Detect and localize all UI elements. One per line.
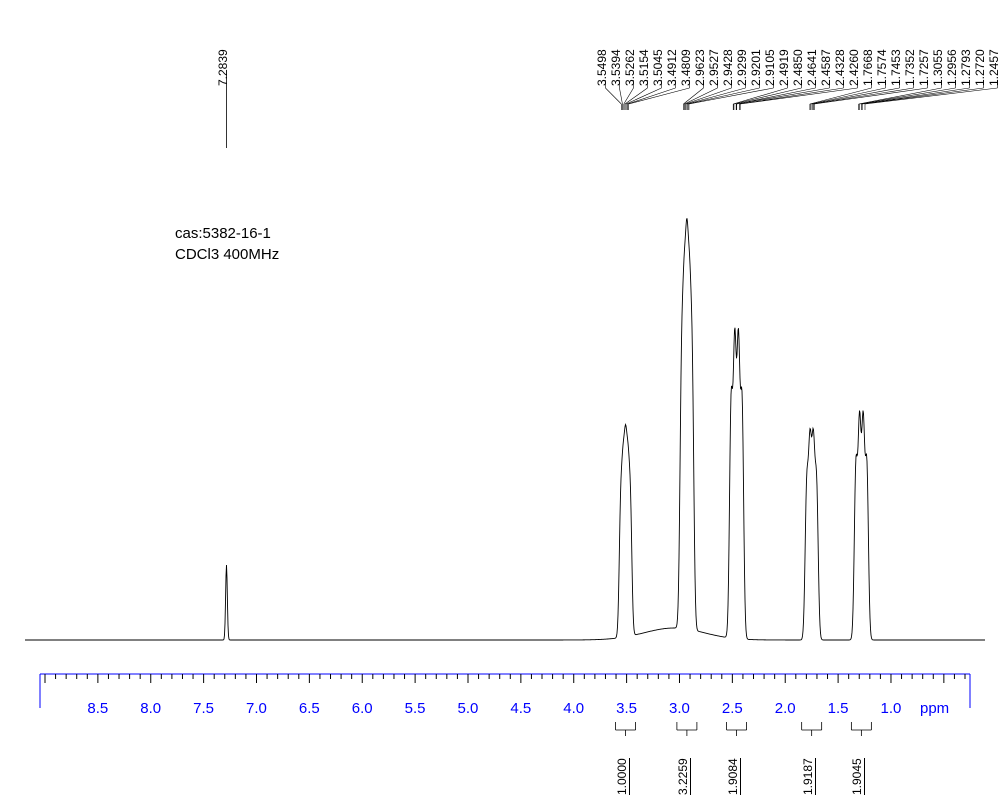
integral-value-label: 3.2259 bbox=[676, 758, 691, 795]
peak-ppm-label: 1.7453 bbox=[889, 49, 903, 86]
integral-value-label: 1.0000 bbox=[615, 758, 630, 795]
peak-ppm-label: 2.9527 bbox=[707, 49, 721, 86]
axis-unit-label: ppm bbox=[920, 700, 949, 717]
peak-ppm-label: 2.4919 bbox=[777, 49, 791, 86]
axis-tick-label: 4.0 bbox=[559, 700, 589, 717]
peak-ppm-label: 1.7257 bbox=[917, 49, 931, 86]
peak-ppm-label: 2.4641 bbox=[805, 49, 819, 86]
axis-tick-label: 8.5 bbox=[83, 700, 113, 717]
peak-ppm-label: 1.2793 bbox=[959, 49, 973, 86]
peak-ppm-label: 3.5394 bbox=[609, 49, 623, 86]
axis-tick-label: 6.5 bbox=[294, 700, 324, 717]
peak-ppm-label: 2.4328 bbox=[833, 49, 847, 86]
spectrum-svg bbox=[0, 0, 1008, 799]
peak-ppm-label: 3.4809 bbox=[679, 49, 693, 86]
peak-ppm-label: 2.9201 bbox=[749, 49, 763, 86]
peak-ppm-label: 2.4850 bbox=[791, 49, 805, 86]
peak-ppm-label: 2.9623 bbox=[693, 49, 707, 86]
peak-ppm-label: 1.2457 bbox=[987, 49, 1001, 86]
peak-ppm-label: 1.7668 bbox=[861, 49, 875, 86]
peak-ppm-label: 3.5154 bbox=[637, 49, 651, 86]
axis-tick-label: 3.5 bbox=[612, 700, 642, 717]
solvent-peak-label: 7.2839 bbox=[216, 49, 230, 86]
integral-value-label: 1.9084 bbox=[726, 758, 741, 795]
peak-ppm-label: 3.5045 bbox=[651, 49, 665, 86]
axis-tick-label: 7.0 bbox=[241, 700, 271, 717]
nmr-spectrum-chart: cas:5382-16-1 CDCl3 400MHz 7.28393.54983… bbox=[0, 0, 1008, 799]
axis-tick-label: 3.0 bbox=[664, 700, 694, 717]
peak-ppm-label: 3.5262 bbox=[623, 49, 637, 86]
axis-tick-label: 5.0 bbox=[453, 700, 483, 717]
integral-value-label: 1.9045 bbox=[850, 758, 865, 795]
cas-annotation: cas:5382-16-1 bbox=[175, 225, 271, 242]
peak-ppm-label: 2.9299 bbox=[735, 49, 749, 86]
peak-ppm-label: 2.4260 bbox=[847, 49, 861, 86]
peak-ppm-label: 1.2956 bbox=[945, 49, 959, 86]
axis-tick-label: 8.0 bbox=[136, 700, 166, 717]
solvent-annotation: CDCl3 400MHz bbox=[175, 246, 279, 263]
peak-ppm-label: 2.9428 bbox=[721, 49, 735, 86]
axis-tick-label: 4.5 bbox=[506, 700, 536, 717]
peak-ppm-label: 2.4587 bbox=[819, 49, 833, 86]
axis-tick-label: 7.5 bbox=[189, 700, 219, 717]
peak-ppm-label: 1.7352 bbox=[903, 49, 917, 86]
axis-tick-label: 5.5 bbox=[400, 700, 430, 717]
peak-ppm-label: 1.7574 bbox=[875, 49, 889, 86]
peak-ppm-label: 2.9105 bbox=[763, 49, 777, 86]
peak-ppm-label: 3.4912 bbox=[665, 49, 679, 86]
integral-value-label: 1.9187 bbox=[801, 758, 816, 795]
axis-tick-label: 2.0 bbox=[770, 700, 800, 717]
peak-ppm-label: 1.2720 bbox=[973, 49, 987, 86]
peak-ppm-label: 3.5498 bbox=[595, 49, 609, 86]
axis-tick-label: 2.5 bbox=[717, 700, 747, 717]
axis-tick-label: 1.0 bbox=[876, 700, 906, 717]
axis-tick-label: 6.0 bbox=[347, 700, 377, 717]
axis-tick-label: 1.5 bbox=[823, 700, 853, 717]
peak-ppm-label: 1.3055 bbox=[931, 49, 945, 86]
